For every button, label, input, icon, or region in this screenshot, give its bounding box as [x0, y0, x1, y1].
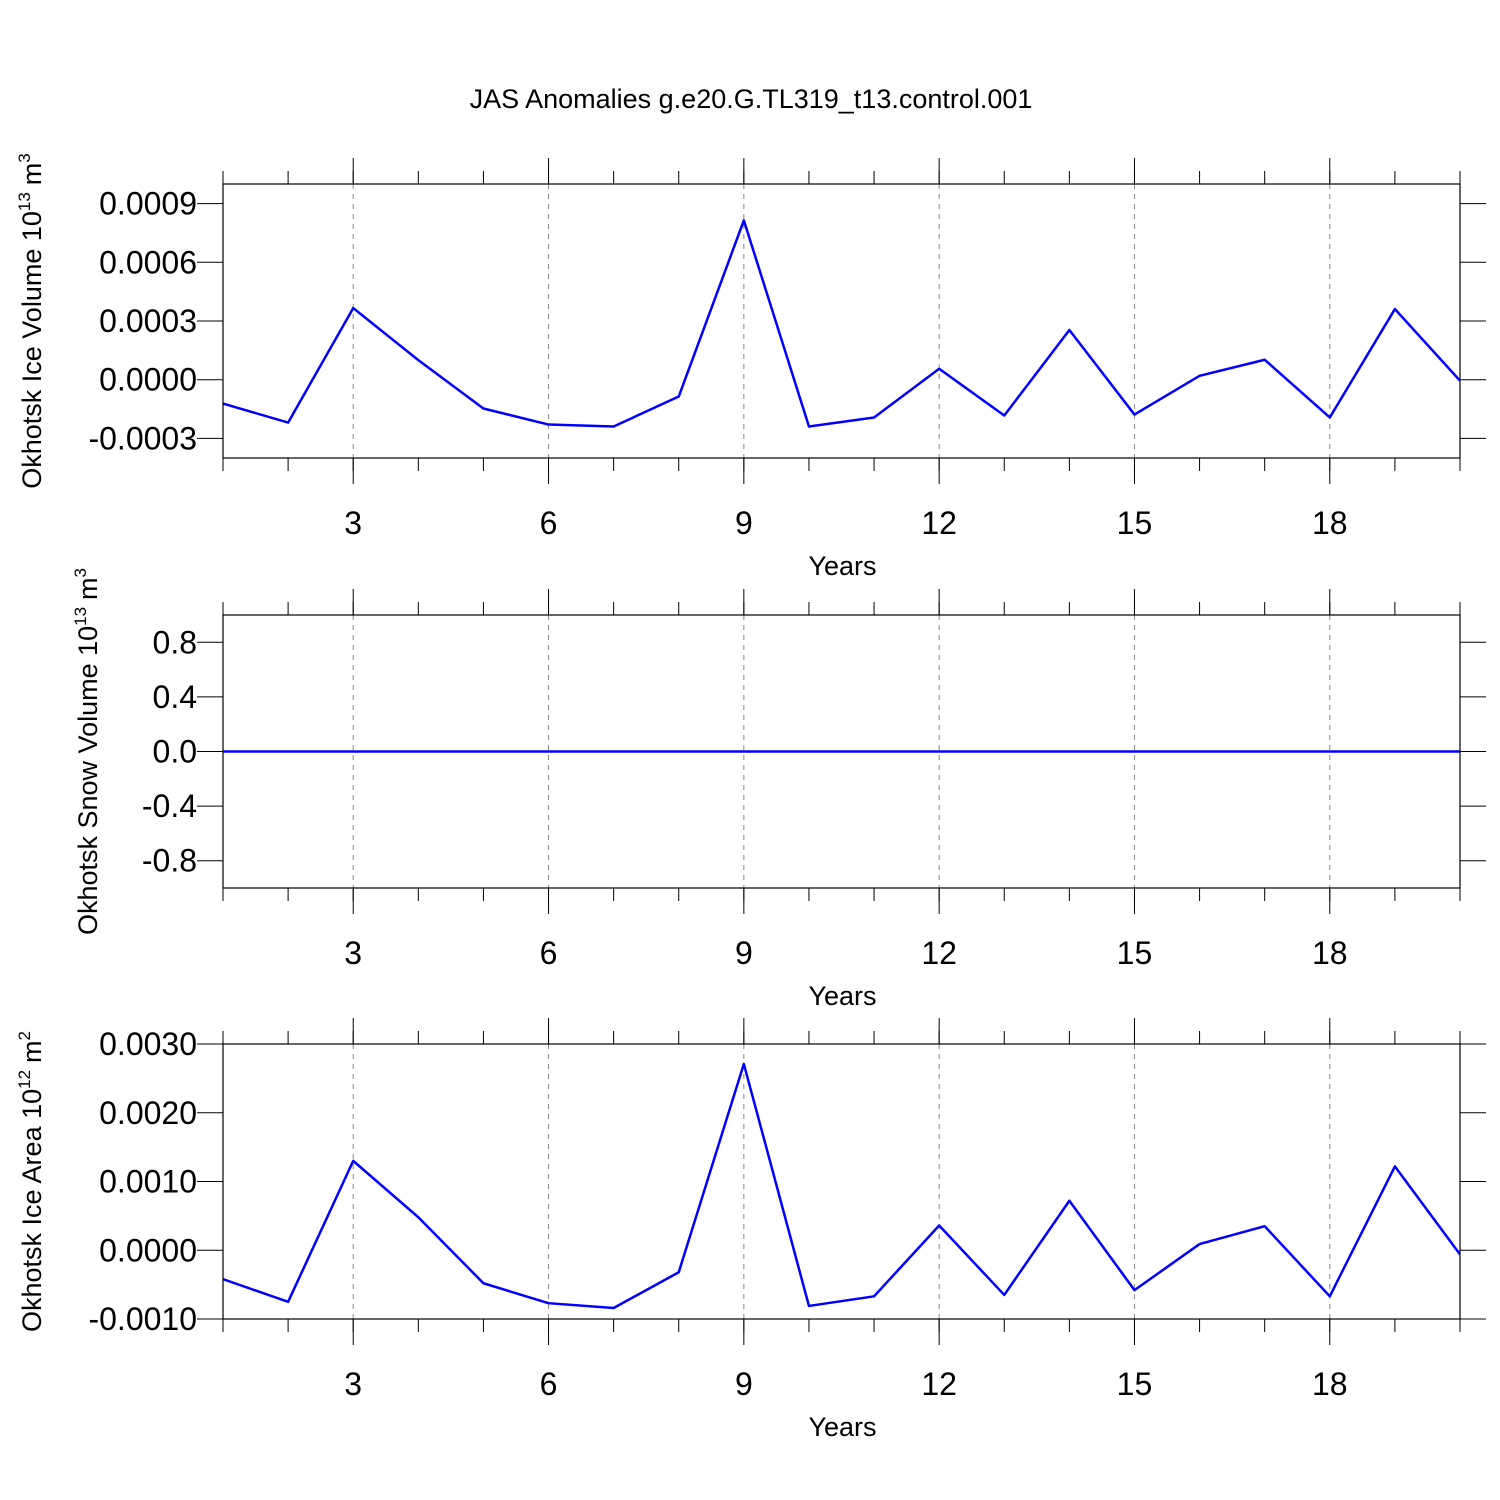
y-axis-label: Okhotsk Ice Volume 1013 m3 [15, 153, 47, 489]
y-tick-label: 0.0003 [99, 303, 197, 339]
y-tick-label: -0.4 [142, 788, 197, 824]
plot-frame [222, 183, 1461, 459]
y-label-unit: m [17, 163, 47, 186]
y-axis-label: Okhotsk Ice Area 1012 m2 [15, 1031, 47, 1332]
x-tick-label: 9 [735, 935, 753, 971]
y-tick-label: -0.0003 [88, 420, 197, 456]
y-tick-label: 0.0006 [99, 244, 197, 280]
x-tick-label: 15 [1117, 935, 1153, 971]
x-tick-label: 3 [344, 505, 362, 541]
y-tick-label: 0.0000 [99, 362, 197, 398]
y-tick-label: 0.0000 [99, 1232, 197, 1268]
x-tick-label: 15 [1117, 1366, 1153, 1402]
x-tick-label: 9 [735, 1366, 753, 1402]
plot-frame [222, 1043, 1461, 1320]
y-label-unit-exponent: 2 [15, 1031, 34, 1040]
y-label-unit: m [17, 1040, 47, 1063]
y-tick-label: -0.0010 [88, 1301, 197, 1337]
data-line [222, 1062, 1462, 1310]
x-tick-label: 6 [540, 1366, 558, 1402]
figure-title: JAS Anomalies g.e20.G.TL319_t13.control.… [470, 84, 1033, 114]
y-tick-label: 0.0020 [99, 1095, 197, 1131]
y-tick-label: 0.4 [153, 679, 197, 715]
y-label-text: Okhotsk Ice Volume 10 [17, 211, 47, 489]
y-label-unit-exponent: 3 [71, 568, 90, 577]
x-tick-label: 18 [1312, 1366, 1348, 1402]
y-axis-label: Okhotsk Snow Volume 1013 m3 [71, 568, 103, 935]
y-label-unit: m [73, 577, 103, 600]
x-axis-label: Years [808, 981, 876, 1011]
plot-frame [222, 614, 1461, 889]
y-label-exponent: 13 [71, 607, 90, 626]
y-label-text: Okhotsk Snow Volume 10 [73, 626, 103, 935]
x-tick-label: 3 [344, 935, 362, 971]
x-tick-label: 6 [540, 505, 558, 541]
x-axis-label: Years [808, 1412, 876, 1442]
x-tick-label: 12 [921, 935, 957, 971]
y-tick-label: 0.0 [153, 734, 197, 770]
y-tick-label: 0.8 [153, 624, 197, 660]
y-label-unit-exponent: 3 [15, 153, 34, 162]
y-label-exponent: 12 [15, 1070, 34, 1089]
data-line [222, 219, 1461, 428]
x-axis-label: Years [808, 551, 876, 581]
y-tick-label: 0.0030 [99, 1026, 197, 1062]
x-tick-label: 12 [921, 1366, 957, 1402]
y-label-exponent: 13 [15, 192, 34, 211]
x-tick-label: 3 [344, 1366, 362, 1402]
y-tick-label: -0.8 [142, 843, 197, 879]
y-label-text: Okhotsk Ice Area 10 [17, 1089, 47, 1332]
x-tick-label: 9 [735, 505, 753, 541]
x-tick-label: 6 [540, 935, 558, 971]
y-tick-label: 0.0010 [99, 1164, 197, 1200]
y-tick-label: 0.0009 [99, 186, 197, 222]
x-tick-label: 15 [1117, 505, 1153, 541]
x-tick-label: 18 [1312, 505, 1348, 541]
x-tick-label: 12 [921, 505, 957, 541]
x-tick-label: 18 [1312, 935, 1348, 971]
